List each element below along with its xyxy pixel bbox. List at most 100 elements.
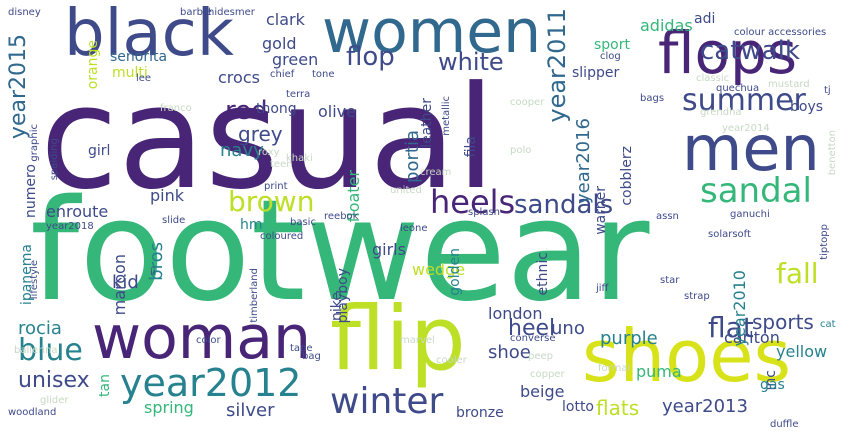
word-spring: spring bbox=[144, 398, 194, 417]
word-sports: sports bbox=[752, 310, 814, 334]
word-jiff: jiff bbox=[596, 283, 609, 294]
word-solarsoft: solarsoft bbox=[708, 229, 751, 240]
word-maroon: maroon bbox=[110, 254, 129, 316]
word-cobblerz: cobblerz bbox=[619, 146, 635, 206]
word-tiptopp: tiptopp bbox=[819, 224, 830, 260]
word-girl: girl bbox=[88, 143, 111, 159]
word-year2012: year2012 bbox=[120, 361, 302, 405]
word-woodland: woodland bbox=[8, 407, 57, 418]
word-year2015: year2015 bbox=[6, 34, 31, 140]
word-chief: chief bbox=[270, 69, 295, 80]
word-rocia: rocia bbox=[18, 318, 62, 339]
word-marvel: marvel bbox=[400, 335, 435, 346]
word-star: star bbox=[660, 275, 680, 286]
word-carlton: carlton bbox=[724, 328, 780, 347]
word-ganuchi: ganuchi bbox=[730, 209, 770, 220]
word-wedge: wedge bbox=[412, 260, 466, 279]
word-quechua: quechua bbox=[716, 83, 760, 94]
word-formal: formal bbox=[598, 363, 631, 374]
word-year2014: year2014 bbox=[722, 123, 770, 134]
word-tape: tape bbox=[290, 343, 313, 354]
word-beige: beige bbox=[520, 382, 565, 401]
word-slipper: slipper bbox=[572, 65, 620, 81]
word-numero: numero bbox=[23, 164, 39, 219]
word-puma: puma bbox=[636, 362, 682, 381]
word-mustard: mustard bbox=[768, 79, 810, 90]
word-leather: leather bbox=[419, 98, 435, 148]
word-uno: uno bbox=[551, 318, 585, 339]
word-year2010: year2010 bbox=[730, 270, 749, 347]
word-tan: tan bbox=[97, 374, 113, 397]
word-gas: gas bbox=[760, 377, 785, 393]
word-roxy: roxy bbox=[258, 147, 280, 158]
word-heel: heel bbox=[508, 316, 556, 341]
word-year2016: year2016 bbox=[573, 118, 594, 204]
word-women: women bbox=[322, 0, 542, 67]
word-nike: nike bbox=[329, 292, 345, 321]
word-pink: pink bbox=[150, 186, 185, 205]
word-timberland: timberland bbox=[249, 268, 260, 323]
word-shoes: shoes bbox=[582, 314, 792, 398]
word-catwalk: catwalk bbox=[700, 36, 800, 66]
word-franco: franco bbox=[160, 103, 192, 114]
word-benetton: benetton bbox=[827, 130, 838, 176]
word-red: red bbox=[225, 96, 268, 126]
word-polo: polo bbox=[510, 145, 532, 156]
word-print: print bbox=[264, 181, 288, 192]
word-fila: fila bbox=[463, 136, 479, 158]
word-united: united bbox=[390, 185, 422, 196]
word-flat: flat bbox=[708, 311, 754, 344]
word-coloured: coloured bbox=[260, 231, 304, 242]
word-terra: terra bbox=[286, 89, 311, 100]
word-silver: silver bbox=[226, 400, 275, 421]
word-green: green bbox=[272, 50, 319, 69]
word-year2018: year2018 bbox=[46, 221, 94, 232]
word-splash: splash bbox=[468, 207, 501, 218]
word-tone: tone bbox=[312, 69, 335, 80]
word-barbie: barbie bbox=[180, 7, 212, 18]
word-leone: leone bbox=[400, 223, 428, 234]
word-multi: multi bbox=[112, 65, 148, 81]
word-adidas: adidas bbox=[640, 16, 693, 35]
word-colour-accessories: colour accessories bbox=[734, 27, 827, 38]
word-footwear: footwear bbox=[30, 170, 650, 333]
word-woman: woman bbox=[92, 303, 312, 373]
word-men: men bbox=[682, 112, 820, 185]
word-lifestyle: lifestyle bbox=[29, 260, 40, 300]
word-spalding: spalding bbox=[49, 138, 60, 181]
word-assn: assn bbox=[656, 211, 679, 222]
word-flop: flop bbox=[346, 42, 395, 72]
word-blue: blue bbox=[18, 333, 83, 368]
word-summer: summer bbox=[682, 83, 806, 118]
word-warner: warner bbox=[593, 186, 609, 235]
word-fall: fall bbox=[776, 257, 819, 290]
word-gold: gold bbox=[262, 34, 297, 53]
word-cooler: cooler bbox=[436, 355, 467, 366]
word-disney: disney bbox=[8, 7, 41, 18]
word-yellow: yellow bbox=[776, 342, 828, 361]
word-teen: teen bbox=[270, 159, 293, 170]
word-sandal: sandal bbox=[700, 171, 812, 211]
word-navy: navy bbox=[220, 140, 264, 161]
word-boys: boys bbox=[790, 99, 824, 115]
word-ii: ii bbox=[150, 267, 156, 278]
word-unisex: unisex bbox=[18, 368, 90, 393]
word-lee: lee bbox=[136, 73, 152, 84]
word-converse: converse bbox=[510, 333, 556, 344]
word-graphic: graphic bbox=[29, 124, 40, 162]
word-bags: bags bbox=[640, 93, 665, 104]
word-hidesmer: hidesmer bbox=[208, 7, 255, 18]
word-thong: thong bbox=[256, 101, 297, 117]
word-enroute: enroute bbox=[46, 202, 109, 221]
word-clark: clark bbox=[266, 10, 305, 29]
word-color: color bbox=[196, 335, 221, 346]
word-peep: peep bbox=[528, 351, 553, 362]
word-bronze: bronze bbox=[456, 405, 504, 421]
word-metallic: metallic bbox=[441, 96, 452, 136]
word-cream: cream bbox=[420, 167, 452, 178]
word-hm: hm bbox=[240, 217, 263, 233]
word-grendha: grendha bbox=[700, 107, 742, 118]
word-ballerina: ballerina bbox=[14, 345, 58, 356]
word-clog: clog bbox=[600, 51, 621, 62]
word-flats: flats bbox=[596, 396, 640, 420]
